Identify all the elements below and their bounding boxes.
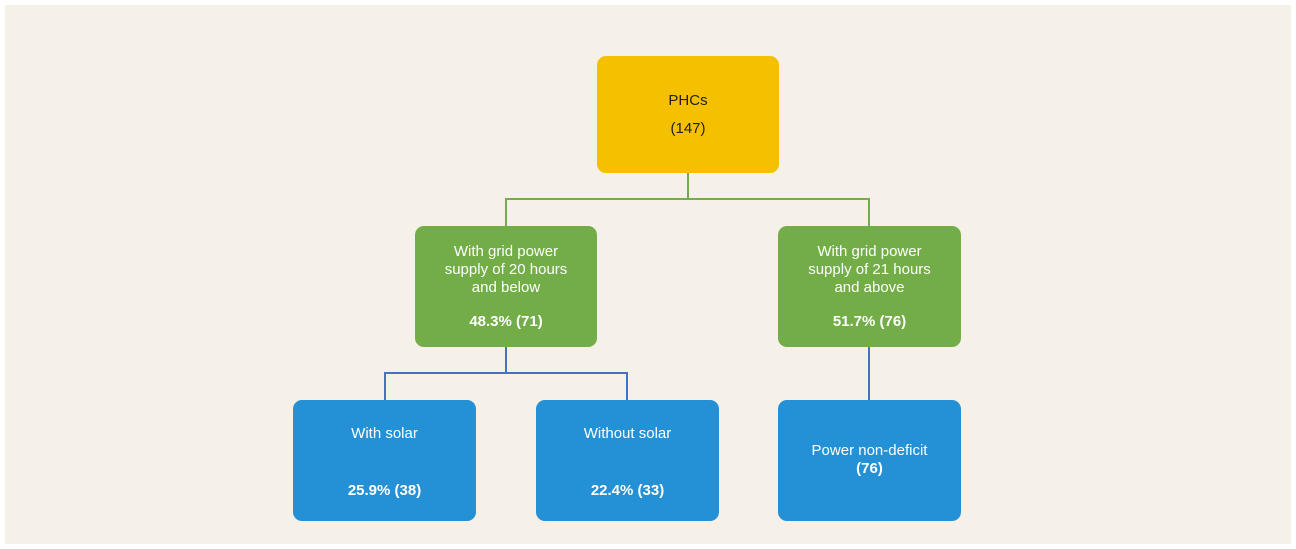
connector bbox=[505, 198, 870, 226]
node-label: Without solar bbox=[583, 425, 672, 442]
node-label: supply of 20 hours bbox=[444, 260, 568, 278]
node-label: supply of 21 hours bbox=[808, 260, 931, 278]
node-box: With solar 25.9% (38) bbox=[293, 400, 476, 521]
node-box: Without solar 22.4% (33) bbox=[536, 400, 719, 521]
node-value: 22.4% (33) bbox=[590, 482, 665, 499]
node-value: (147) bbox=[670, 119, 706, 137]
connector bbox=[384, 372, 628, 400]
node-box: With grid power supply of 20 hours and bel… bbox=[415, 226, 597, 347]
node-value: 51.7% (76) bbox=[832, 312, 907, 330]
node-box: With grid power supply of 21 hours and abo… bbox=[778, 226, 961, 347]
node-label: and below bbox=[471, 278, 541, 296]
node-box: PHCs (147) bbox=[597, 56, 779, 173]
node-value: 48.3% (71) bbox=[469, 312, 543, 330]
node-value: 25.9% (38) bbox=[347, 482, 422, 499]
node-label: With grid power bbox=[817, 242, 922, 260]
node-value: (76) bbox=[856, 460, 883, 477]
node-label: and above bbox=[834, 278, 905, 296]
node-label: With solar bbox=[351, 425, 418, 442]
node-label: Power non-deficit bbox=[811, 442, 928, 459]
node-label: PHCs bbox=[668, 91, 708, 109]
node-label: With grid power bbox=[453, 242, 559, 260]
node-box: Power non-deficit (76) bbox=[778, 400, 961, 521]
